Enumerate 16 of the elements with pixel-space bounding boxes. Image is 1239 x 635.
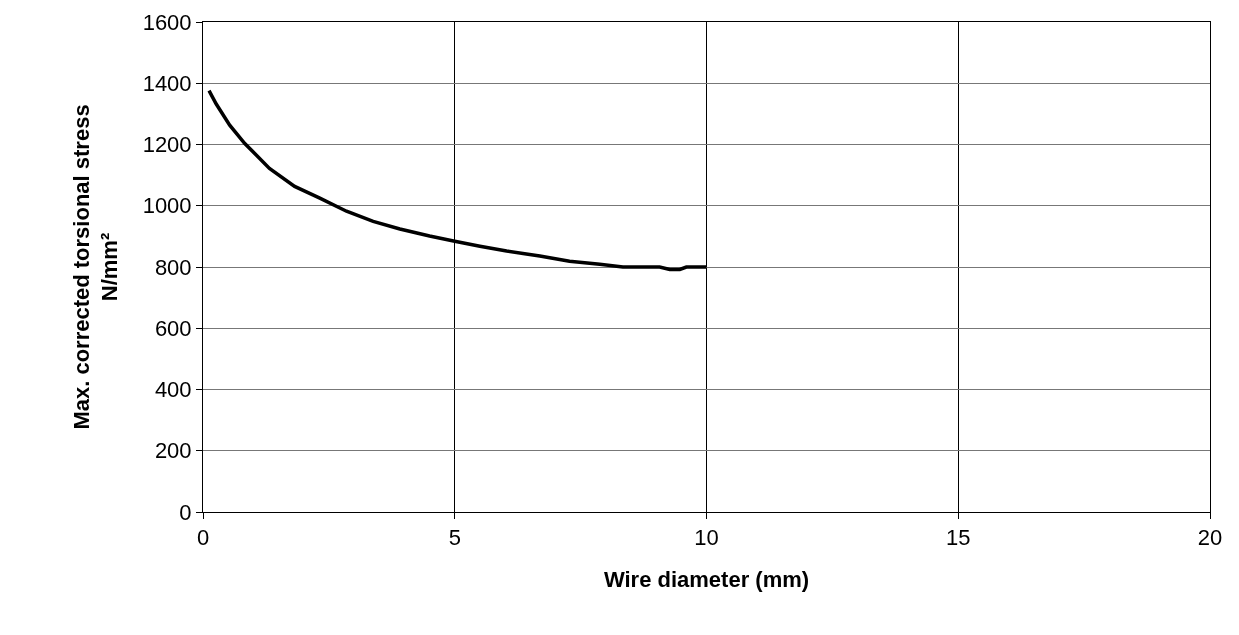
y-tick-label: 800 (154, 254, 192, 280)
y-tick-label: 1000 (142, 193, 192, 219)
y-tick-label: 1600 (142, 9, 192, 35)
x-tick-label: 15 (946, 525, 971, 551)
y-tick-label: 600 (154, 315, 192, 341)
y-axis-title: Max. corrected torsional stress N/mm² (68, 104, 123, 430)
x-axis-title: Wire diameter (mm) (603, 567, 810, 593)
y-tick-label: 400 (154, 377, 192, 403)
x-tick-label: 5 (448, 525, 461, 551)
x-tick-label: 20 (1197, 525, 1223, 551)
y-tick-label: 1400 (142, 70, 192, 96)
y-tick-label: 0 (179, 499, 192, 525)
y-tick-label: 200 (154, 438, 192, 464)
x-tick-label: 10 (694, 525, 719, 551)
x-tick-label: 0 (196, 525, 210, 551)
y-tick-label: 1200 (142, 132, 192, 158)
